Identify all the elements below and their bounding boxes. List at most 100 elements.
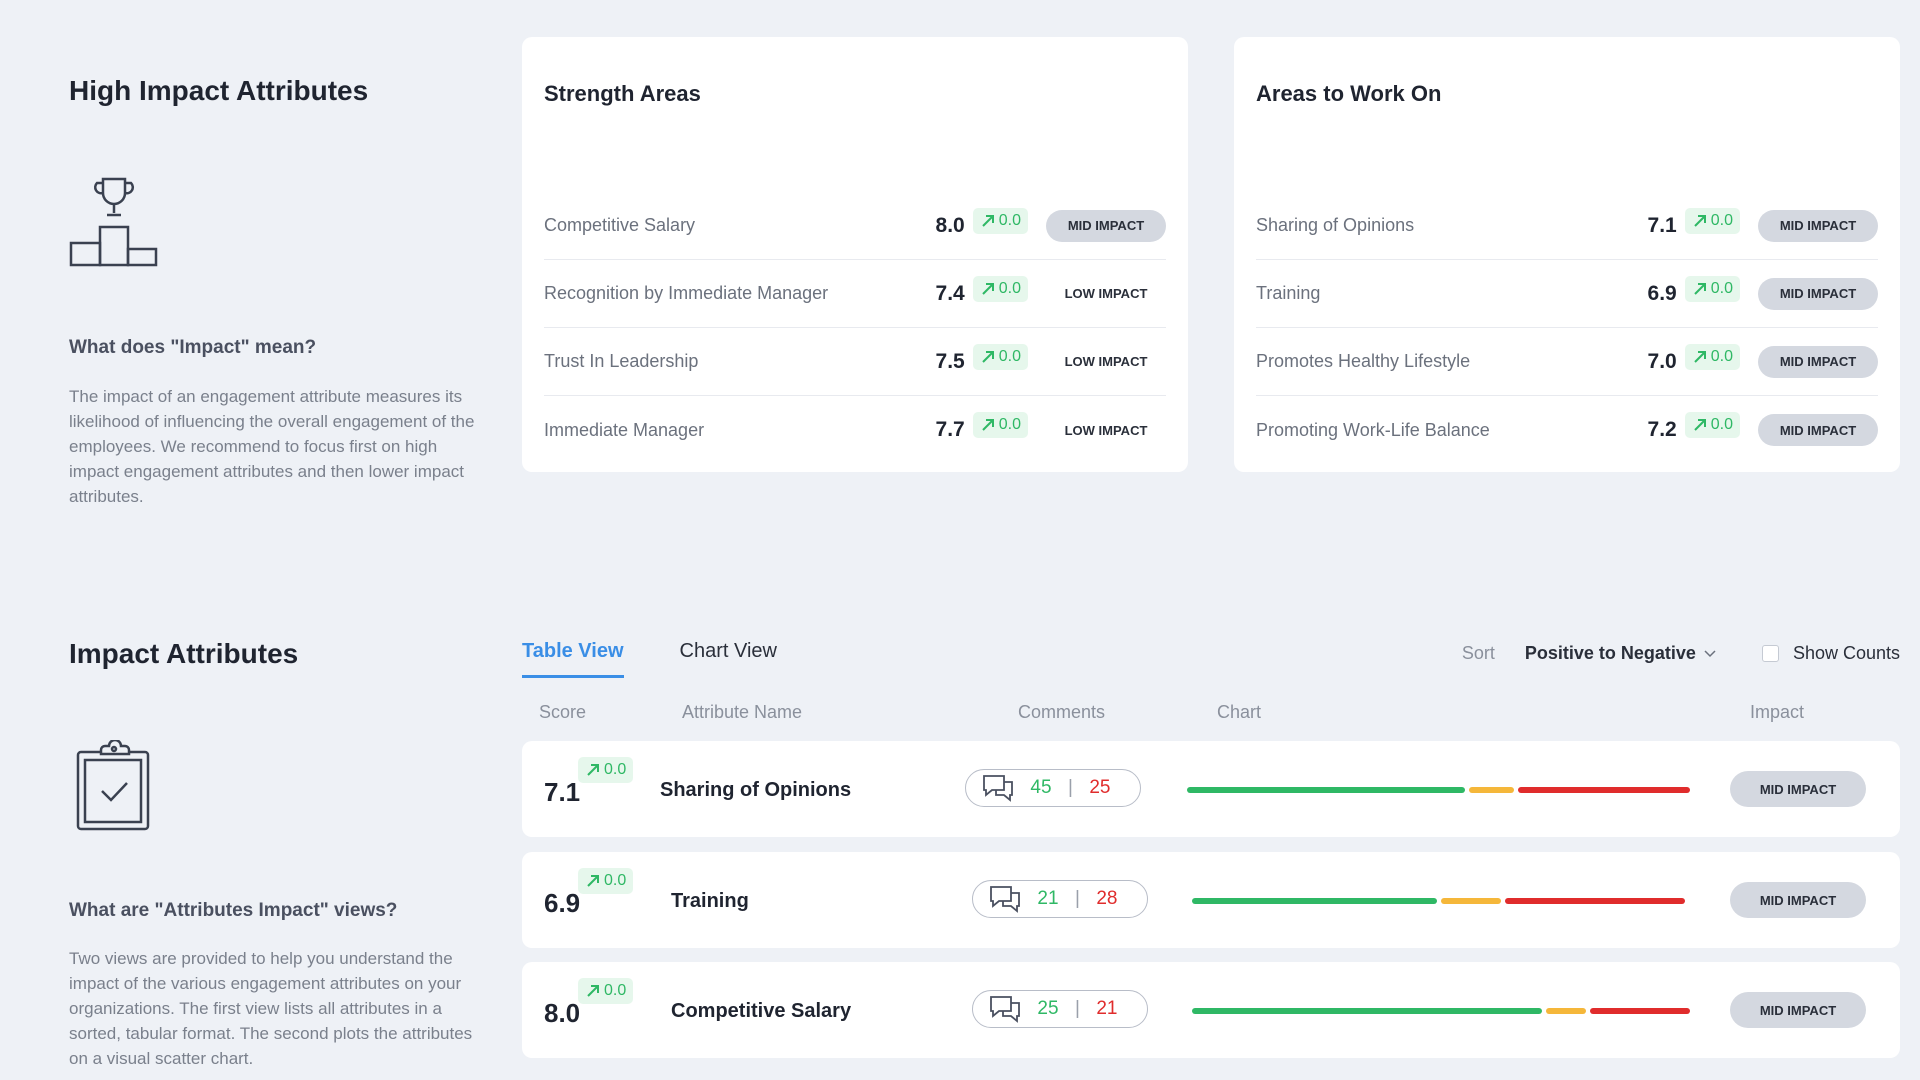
table-row[interactable]: 8.0 0.0 Competitive Salary 25 | 21 MID I… — [522, 962, 1900, 1058]
trend-value: 0.0 — [1710, 211, 1733, 229]
impact-badge: MID IMPACT — [1730, 771, 1866, 807]
attribute-name: Competitive Salary — [544, 215, 696, 235]
row-attribute-name: Sharing of Opinions — [660, 779, 852, 801]
show-counts-checkbox[interactable] — [1761, 645, 1779, 662]
attribute-name: Recognition by Immediate Manager — [544, 283, 829, 303]
row-attribute-name: Training — [671, 890, 749, 912]
column-comments: Comments — [1018, 702, 1106, 722]
bar-negative — [1505, 898, 1685, 904]
areas-to-work-on-card: Areas to Work On Sharing of Opinions 7.1… — [1234, 37, 1900, 472]
card-row: Trust In Leadership 7.5 0.0 LOW IMPACT — [544, 328, 1166, 396]
chevron-down-icon — [1704, 649, 1716, 657]
row-attribute-name: Competitive Salary — [671, 1000, 852, 1022]
trend-up-icon — [1694, 350, 1706, 363]
trend-badge: 0.0 — [1684, 412, 1740, 438]
attribute-name: Trust In Leadership — [544, 351, 699, 371]
sort-dropdown-value: Positive to Negative — [1524, 643, 1696, 663]
clipboard-check-icon — [75, 738, 153, 832]
column-attribute-name: Attribute Name — [682, 702, 803, 722]
sort-dropdown[interactable]: Positive to Negative — [1525, 643, 1716, 664]
impact-badge: MID IMPACT — [1046, 209, 1166, 242]
strength-areas-title: Strength Areas — [544, 81, 701, 106]
show-counts-label: Show Counts — [1792, 643, 1900, 663]
trend-value: 0.0 — [1710, 416, 1733, 433]
impact-badge: MID IMPACT — [1758, 209, 1878, 242]
trend-badge: 0.0 — [1684, 207, 1740, 234]
bar-neutral — [1469, 787, 1514, 793]
card-row: Immediate Manager 7.7 0.0 LOW IMPACT — [544, 396, 1166, 464]
tab-chart-view[interactable]: Chart View — [679, 640, 777, 662]
trend-value: 0.0 — [998, 347, 1021, 365]
comments-counter[interactable]: 25 | 21 — [972, 990, 1148, 1028]
trend-up-icon — [1694, 282, 1706, 295]
trend-value: 0.0 — [1710, 279, 1733, 297]
positive-comments-count: 21 — [1037, 888, 1059, 909]
trend-badge: 0.0 — [578, 868, 634, 894]
trend-up-icon — [982, 214, 994, 227]
attribute-score: 8.0 — [935, 213, 965, 237]
attribute-score: 7.2 — [1647, 418, 1677, 441]
attribute-name: Training — [1256, 283, 1321, 303]
tab-table-view[interactable]: Table View — [522, 640, 624, 678]
view-tabs: Table View Chart View — [522, 640, 777, 678]
trend-badge: 0.0 — [972, 343, 1028, 370]
negative-comments-count: 28 — [1096, 888, 1118, 909]
trend-up-icon — [587, 764, 599, 776]
table-row[interactable]: 6.9 0.0 Training 21 | 28 MID IMPACT — [522, 852, 1900, 948]
divider: | — [1075, 998, 1080, 1019]
sort-label: Sort — [1461, 643, 1495, 663]
trend-badge: 0.0 — [578, 757, 634, 783]
trend-value: 0.0 — [604, 982, 627, 999]
attribute-name: Sharing of Opinions — [1256, 215, 1415, 235]
trophy-podium-icon — [69, 175, 159, 267]
card-row: Training 6.9 0.0 MID IMPACT — [1256, 260, 1878, 328]
comments-icon — [990, 996, 1020, 1023]
row-score: 8.0 — [544, 998, 581, 1028]
impact-badge: MID IMPACT — [1758, 345, 1878, 378]
trend-badge: 0.0 — [1684, 275, 1740, 302]
attribute-name: Promotes Healthy Lifestyle — [1256, 351, 1471, 371]
comments-counter[interactable]: 21 | 28 — [972, 880, 1148, 918]
impact-badge: MID IMPACT — [1758, 414, 1878, 446]
trend-up-icon — [587, 985, 599, 997]
trend-up-icon — [587, 875, 599, 887]
bar-positive — [1192, 1008, 1542, 1014]
row-score: 6.9 — [544, 888, 581, 918]
bar-neutral — [1546, 1008, 1586, 1014]
column-score: Score — [539, 702, 587, 722]
bar-negative — [1518, 787, 1690, 793]
attribute-score: 6.9 — [1647, 281, 1677, 305]
trend-badge: 0.0 — [972, 412, 1028, 438]
comments-icon — [983, 775, 1013, 802]
card-row: Promoting Work-Life Balance 7.2 0.0 MID … — [1256, 396, 1878, 464]
bar-neutral — [1441, 898, 1501, 904]
high-impact-title: High Impact Attributes — [69, 75, 369, 106]
attribute-score: 7.1 — [1647, 213, 1677, 237]
comments-icon — [990, 886, 1020, 913]
trend-up-icon — [982, 419, 994, 431]
bar-positive — [1187, 787, 1465, 793]
impact-badge: LOW IMPACT — [1046, 345, 1166, 378]
positive-comments-count: 45 — [1030, 777, 1052, 798]
trend-value: 0.0 — [1710, 347, 1733, 365]
bar-negative — [1590, 1008, 1690, 1014]
views-description: Two views are provided to help you under… — [69, 949, 473, 1068]
divider: | — [1068, 777, 1073, 798]
impact-badge: LOW IMPACT — [1046, 414, 1166, 446]
trend-value: 0.0 — [998, 279, 1021, 297]
attribute-name: Immediate Manager — [544, 419, 705, 440]
impact-description: The impact of an engagement attribute me… — [69, 387, 475, 506]
views-question: What are "Attributes Impact" views? — [69, 900, 398, 921]
comments-counter[interactable]: 45 | 25 — [965, 769, 1141, 807]
trend-badge: 0.0 — [972, 207, 1028, 234]
negative-comments-count: 21 — [1096, 998, 1118, 1019]
sentiment-bar — [1192, 898, 1685, 904]
trend-up-icon — [982, 282, 994, 295]
column-chart: Chart — [1217, 702, 1262, 722]
trend-value: 0.0 — [998, 416, 1021, 433]
positive-comments-count: 25 — [1037, 998, 1059, 1019]
strength-areas-card: Strength Areas Competitive Salary 8.0 0.… — [522, 37, 1188, 472]
attribute-name: Promoting Work-Life Balance — [1256, 419, 1490, 440]
bar-positive — [1192, 898, 1437, 904]
table-row[interactable]: 7.1 0.0 Sharing of Opinions 45 | 25 MID … — [522, 741, 1900, 837]
